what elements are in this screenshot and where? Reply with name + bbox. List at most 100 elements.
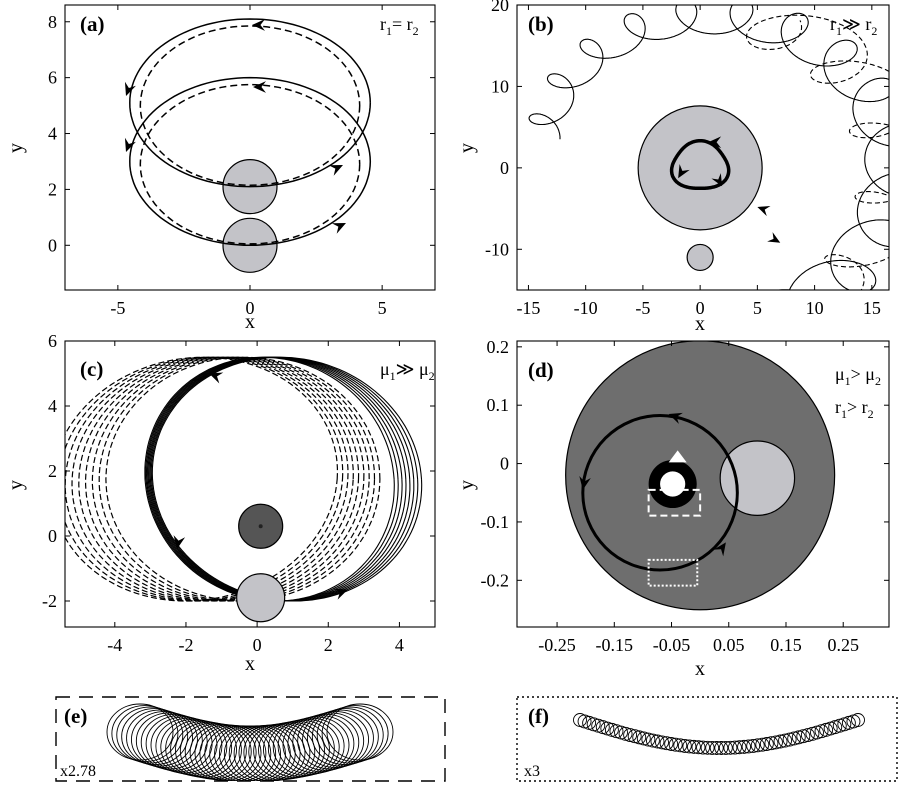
direction-arrow [713,542,726,557]
direction-arrow [252,19,265,31]
panel-a: -5 0 5 0 2 4 6 8 (a) r1= r2 x y [5,4,436,333]
loop-circle [204,725,272,781]
loop-circle [604,722,619,737]
loop-circle [682,739,697,754]
direction-arrow [173,535,186,549]
trajectory-solid [146,356,403,602]
y-tick-label: 6 [48,331,57,351]
loop-circle [796,729,811,744]
x-tick-label: -10 [574,298,598,318]
y-tick-label: 4 [48,124,57,144]
trajectory-solid [147,356,407,602]
loop-circle [267,719,335,777]
loop-circle [111,705,179,762]
ticks-b: -15 -10 -5 0 5 10 15 -10 0 10 20 [485,0,889,318]
axes-frame-d [516,340,890,628]
x-tick-label: 5 [753,298,762,318]
loop-circle [591,718,606,733]
loop-circle [677,738,692,753]
direction-arrow [708,136,722,149]
y-tick-label: 0 [48,526,57,546]
trajectory-solid [145,356,399,602]
x-axis-label-b: x [695,313,705,335]
loop-circle [718,740,733,755]
small-body [686,243,714,272]
loop-circle [814,724,829,739]
x-tick-label: 15 [863,298,881,318]
y-tick-label: -2 [42,591,57,611]
x-tick-label: -5 [110,298,125,318]
loop-circle [577,714,592,729]
loop-circle [655,735,669,750]
axes-frame-b [516,4,890,291]
ticks-c: -4 -2 0 2 4 -2 0 2 4 6 [42,331,435,655]
y-tick-label: 2 [48,461,57,481]
loop-circle [737,739,752,754]
loop-circle [705,740,720,755]
y-tick-label: -10 [485,239,509,259]
loop-circle [586,717,601,732]
axes-frame-c [64,340,436,628]
annotation-a: r1= r2 [380,14,419,38]
trajectory-dashed [91,356,370,602]
trajectory-dashed [746,14,889,290]
loop-circle [741,739,756,754]
loop-circle [696,740,710,755]
y-axis-label-a: y [5,143,27,153]
annotation-e: x2.78 [60,763,96,780]
loop-circle [609,724,624,739]
direction-arrow [678,164,690,179]
x-tick-label: 2 [324,635,333,655]
loop-circle [686,739,701,754]
loop-circle [755,737,770,752]
loop-circle [805,726,820,741]
panel-label-f: (f) [528,704,549,728]
annotation-c: μ1≫ μ2 [380,359,435,383]
loop-circle [837,717,852,732]
y-tick-label: 20 [491,0,509,15]
y-tick-label: 2 [48,179,57,199]
central-orbit [669,138,731,191]
loop-circle [841,715,856,730]
loop-circle [723,740,738,755]
x-tick-label: -0.25 [538,635,576,655]
plot-area-b [528,5,889,290]
loop-circle [823,721,838,736]
panel-label-a: (a) [80,12,105,36]
x-tick-label: 0.05 [713,635,745,655]
y-tick-label: 8 [48,12,57,32]
y-tick-label: 0 [500,454,509,474]
trajectory-dashed [105,356,381,602]
loop-circle [778,733,793,748]
inner-ring-hole [660,471,686,497]
loop-circle [650,734,665,749]
primary-body [565,341,836,611]
loop-circle [828,720,843,735]
y-axis-label-c: y [5,480,27,490]
loop-circle [302,711,370,768]
loop-circle [782,732,797,747]
ticks-d: -0.25 -0.15 -0.05 0.05 0.15 0.25 -0.2 -0.1 0 0.1 0… [481,337,889,655]
panel-c: -4 -2 0 2 4 -2 0 2 4 6 (c) μ1≫ μ2 x y [5,331,436,675]
loop-circle [645,733,660,748]
panel-e: (e) x2.78 [55,696,446,782]
panel-label-b: (b) [528,12,554,36]
loop-circle [150,716,218,774]
loop-circle [595,720,610,735]
x-tick-label: -15 [516,298,540,318]
x-tick-label: -4 [107,635,122,655]
y-axis-label-d: y [456,480,478,490]
loop-circle [641,732,656,747]
loop-circle [664,737,679,751]
x-tick-label: 0 [246,298,255,318]
x-axis-label-a: x [245,311,255,333]
loop-circle [714,741,729,755]
direction-arrow [757,205,771,217]
loop-circle [668,737,683,752]
y-tick-label: 10 [491,76,509,96]
y-tick-label: -0.2 [481,570,510,590]
x-tick-label: -0.05 [653,635,691,655]
loop-circle [600,721,615,736]
x-axis-label-d: x [695,658,705,680]
loop-circle [199,724,267,781]
